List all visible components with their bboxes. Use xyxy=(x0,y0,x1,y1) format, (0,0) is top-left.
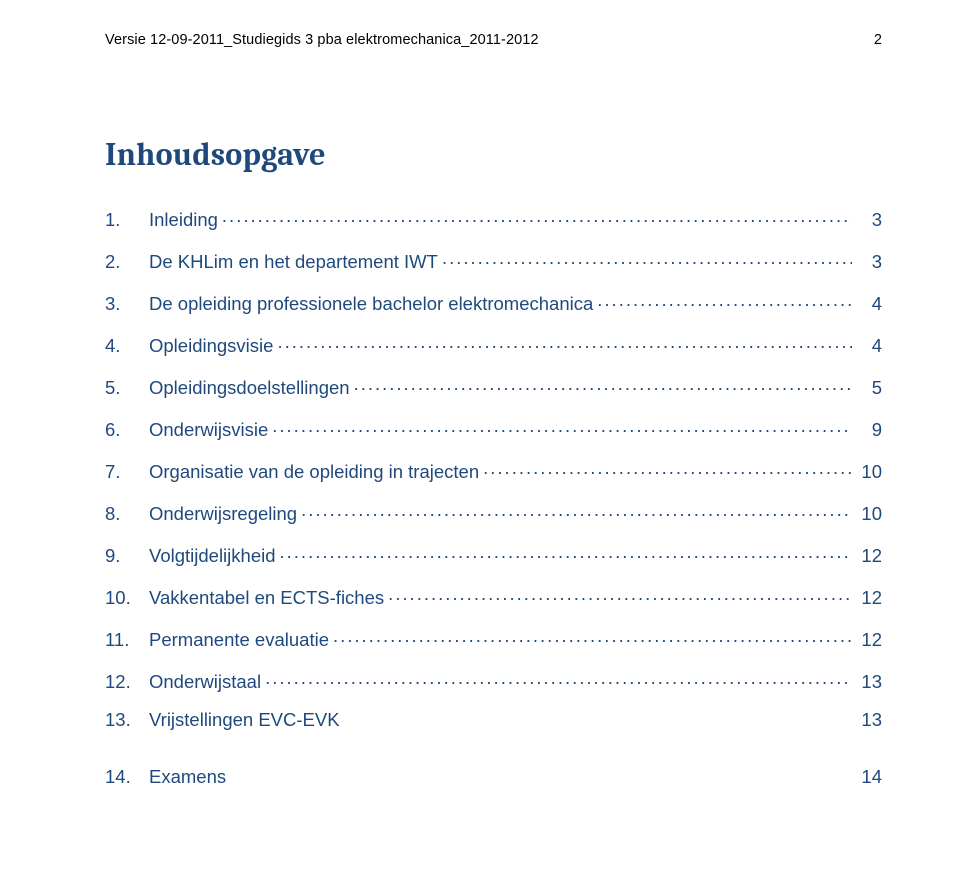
toc-entry-label: De opleiding professionele bachelor elek… xyxy=(149,295,597,314)
toc-entry[interactable]: 11.Permanente evaluatie 12 xyxy=(105,627,882,649)
toc-entry-label: Opleidingsvisie xyxy=(149,337,277,356)
toc-entry-number: 1. xyxy=(105,211,149,230)
toc-entry-number: 6. xyxy=(105,421,149,440)
toc-entry-page: 10 xyxy=(852,505,882,524)
toc-entry-label: Vakkentabel en ECTS-fiches xyxy=(149,589,388,608)
toc-entry-label: Onderwijsregeling xyxy=(149,505,301,524)
toc-entry[interactable]: 13. Vrijstellingen EVC-EVK 13 xyxy=(105,711,882,730)
toc-entry-page: 12 xyxy=(852,547,882,566)
toc-entry[interactable]: 8.Onderwijsregeling 10 xyxy=(105,501,882,523)
header-text: Versie 12-09-2011_Studiegids 3 pba elekt… xyxy=(105,32,882,48)
toc-entry[interactable]: 2.De KHLim en het departement IWT 3 xyxy=(105,249,882,271)
toc-leader-dots xyxy=(483,459,852,478)
toc-entry[interactable]: 7.Organisatie van de opleiding in trajec… xyxy=(105,459,882,481)
toc-entry-label: Organisatie van de opleiding in trajecte… xyxy=(149,463,483,482)
toc-entry-number: 10. xyxy=(105,589,149,608)
toc-entry-page: 3 xyxy=(852,253,882,272)
toc-entry[interactable]: 14. Examens 14 xyxy=(105,768,882,787)
table-of-contents: 1.Inleiding32.De KHLim en het departemen… xyxy=(105,207,882,786)
toc-entry-page: 13 xyxy=(852,711,882,730)
toc-entry[interactable]: 6.Onderwijsvisie 9 xyxy=(105,417,882,439)
toc-entry[interactable]: 10.Vakkentabel en ECTS-fiches 12 xyxy=(105,585,882,607)
toc-entry-page: 9 xyxy=(852,421,882,440)
toc-entry-number: 11. xyxy=(105,631,149,650)
toc-entry-label: Vrijstellingen EVC-EVK xyxy=(149,711,344,730)
toc-entry-label: De KHLim en het departement IWT xyxy=(149,253,442,272)
document-page: Versie 12-09-2011_Studiegids 3 pba elekt… xyxy=(0,0,960,892)
toc-title: Inhoudsopgave xyxy=(105,136,882,173)
toc-leader-dots xyxy=(272,417,852,436)
toc-entry[interactable]: 9.Volgtijdelijkheid 12 xyxy=(105,543,882,565)
toc-entry-page: 13 xyxy=(852,673,882,692)
toc-leader-dots xyxy=(265,669,852,688)
toc-entry-number: 5. xyxy=(105,379,149,398)
toc-leader-dots xyxy=(222,207,852,226)
toc-entry-label: Inleiding xyxy=(149,211,222,230)
toc-leader-dots xyxy=(277,333,852,352)
toc-entry-page: 4 xyxy=(852,337,882,356)
toc-entry-number: 4. xyxy=(105,337,149,356)
toc-entry[interactable]: 4.Opleidingsvisie 4 xyxy=(105,333,882,355)
toc-entry-page: 14 xyxy=(852,768,882,787)
toc-entry-number: 3. xyxy=(105,295,149,314)
toc-entry-number: 9. xyxy=(105,547,149,566)
toc-entry-number: 12. xyxy=(105,673,149,692)
toc-entry-number: 14. xyxy=(105,768,149,787)
toc-entry[interactable]: 12.Onderwijstaal 13 xyxy=(105,669,882,691)
toc-entry-label: Permanente evaluatie xyxy=(149,631,333,650)
toc-leader-dots xyxy=(280,543,852,562)
toc-entry-page: 4 xyxy=(852,295,882,314)
toc-entry-label: Examens xyxy=(149,768,230,787)
toc-leader-dots xyxy=(301,501,852,520)
toc-entry-number: 13. xyxy=(105,711,149,730)
toc-entry[interactable]: 5.Opleidingsdoelstellingen 5 xyxy=(105,375,882,397)
toc-entry-page: 12 xyxy=(852,631,882,650)
toc-entry[interactable]: 3.De opleiding professionele bachelor el… xyxy=(105,291,882,313)
toc-entry-label: Opleidingsdoelstellingen xyxy=(149,379,354,398)
toc-entry-number: 2. xyxy=(105,253,149,272)
toc-entry-page: 10 xyxy=(852,463,882,482)
toc-leader-dots xyxy=(333,627,852,646)
toc-entry-page: 5 xyxy=(852,379,882,398)
toc-entry-label: Volgtijdelijkheid xyxy=(149,547,280,566)
toc-entry-page: 3 xyxy=(852,211,882,230)
header-page-number: 2 xyxy=(874,32,882,48)
toc-entry-label: Onderwijsvisie xyxy=(149,421,272,440)
toc-leader-dots xyxy=(442,249,852,268)
toc-entry-number: 7. xyxy=(105,463,149,482)
toc-leader-dots xyxy=(354,375,852,394)
toc-entry-label: Onderwijstaal xyxy=(149,673,265,692)
toc-entry[interactable]: 1.Inleiding 3 xyxy=(105,207,882,229)
toc-leader-dots xyxy=(597,291,852,310)
toc-entry-number: 8. xyxy=(105,505,149,524)
toc-entry-page: 12 xyxy=(852,589,882,608)
toc-leader-dots xyxy=(388,585,852,604)
